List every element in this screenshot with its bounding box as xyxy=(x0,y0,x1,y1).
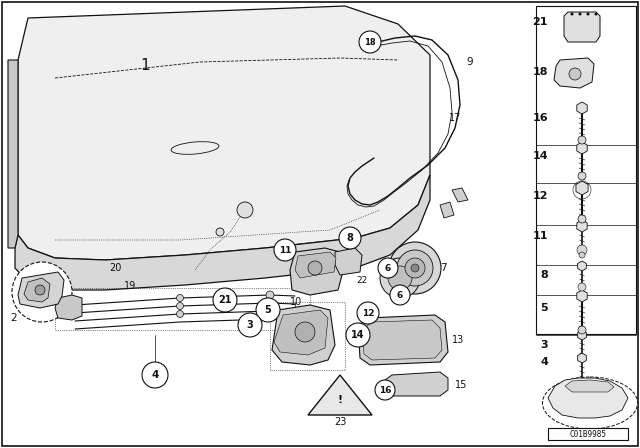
Circle shape xyxy=(339,227,361,249)
Circle shape xyxy=(578,215,586,223)
Text: 12: 12 xyxy=(362,309,374,318)
Circle shape xyxy=(295,322,315,342)
Text: 14: 14 xyxy=(532,151,548,161)
Polygon shape xyxy=(308,375,372,415)
Polygon shape xyxy=(15,175,430,290)
Text: 21: 21 xyxy=(218,295,232,305)
Circle shape xyxy=(389,242,441,294)
Circle shape xyxy=(380,258,420,298)
Circle shape xyxy=(142,362,168,388)
Circle shape xyxy=(579,252,585,258)
Polygon shape xyxy=(18,6,430,260)
Polygon shape xyxy=(272,305,335,365)
Text: 8: 8 xyxy=(540,270,548,280)
Polygon shape xyxy=(578,353,586,363)
Circle shape xyxy=(237,202,253,218)
Circle shape xyxy=(570,13,573,16)
Circle shape xyxy=(569,68,581,80)
Circle shape xyxy=(411,264,419,272)
Circle shape xyxy=(578,172,586,180)
Polygon shape xyxy=(577,290,587,302)
Polygon shape xyxy=(295,252,336,278)
Text: 22: 22 xyxy=(356,276,367,284)
Polygon shape xyxy=(8,60,18,248)
Circle shape xyxy=(238,313,262,337)
Polygon shape xyxy=(55,295,82,320)
Polygon shape xyxy=(290,248,342,295)
Text: 10: 10 xyxy=(290,297,302,307)
Polygon shape xyxy=(564,12,600,42)
Circle shape xyxy=(390,285,410,305)
Circle shape xyxy=(378,258,398,278)
Polygon shape xyxy=(385,372,448,396)
Polygon shape xyxy=(274,310,328,355)
Text: 20: 20 xyxy=(109,263,121,273)
Polygon shape xyxy=(565,380,614,392)
Text: 15: 15 xyxy=(455,380,467,390)
Circle shape xyxy=(177,310,184,318)
Circle shape xyxy=(388,266,412,290)
Text: 1: 1 xyxy=(140,57,150,73)
Polygon shape xyxy=(548,378,628,418)
Circle shape xyxy=(405,258,425,278)
Circle shape xyxy=(586,13,589,16)
Text: 5: 5 xyxy=(540,303,548,313)
Text: 16: 16 xyxy=(379,385,391,395)
Polygon shape xyxy=(554,58,594,88)
Text: 14: 14 xyxy=(351,330,365,340)
Text: 21: 21 xyxy=(532,17,548,27)
Polygon shape xyxy=(335,248,362,275)
Polygon shape xyxy=(452,188,468,202)
Circle shape xyxy=(12,262,72,322)
Circle shape xyxy=(256,298,280,322)
Text: 11: 11 xyxy=(532,231,548,241)
Text: 4: 4 xyxy=(151,370,159,380)
Circle shape xyxy=(266,307,274,315)
Circle shape xyxy=(266,299,274,307)
Text: !: ! xyxy=(337,395,342,405)
Circle shape xyxy=(577,245,587,255)
Polygon shape xyxy=(362,320,442,360)
Circle shape xyxy=(578,136,586,144)
Text: 8: 8 xyxy=(347,233,353,243)
Polygon shape xyxy=(24,278,50,302)
Polygon shape xyxy=(577,142,587,154)
Text: 18: 18 xyxy=(532,67,548,77)
Polygon shape xyxy=(18,272,64,308)
Circle shape xyxy=(359,31,381,53)
Circle shape xyxy=(274,239,296,261)
Text: 12: 12 xyxy=(532,191,548,201)
Circle shape xyxy=(266,291,274,299)
Circle shape xyxy=(35,285,45,295)
FancyBboxPatch shape xyxy=(548,428,628,440)
Circle shape xyxy=(397,250,433,286)
Circle shape xyxy=(595,13,598,16)
Polygon shape xyxy=(358,315,448,365)
Polygon shape xyxy=(578,330,586,340)
Circle shape xyxy=(177,294,184,302)
Text: 16: 16 xyxy=(532,113,548,123)
Text: 6: 6 xyxy=(397,290,403,300)
Circle shape xyxy=(213,288,237,312)
Text: 19: 19 xyxy=(124,281,136,291)
Polygon shape xyxy=(578,261,586,271)
Text: 7: 7 xyxy=(440,263,447,273)
Text: 6: 6 xyxy=(385,263,391,272)
Polygon shape xyxy=(577,220,587,232)
Text: 9: 9 xyxy=(467,57,474,67)
Text: 3: 3 xyxy=(540,340,548,350)
Text: 4: 4 xyxy=(540,357,548,367)
Text: 13: 13 xyxy=(452,335,464,345)
Circle shape xyxy=(308,261,322,275)
Text: 3: 3 xyxy=(246,320,253,330)
FancyBboxPatch shape xyxy=(536,6,636,334)
Circle shape xyxy=(578,326,586,334)
Circle shape xyxy=(578,283,586,291)
Circle shape xyxy=(177,302,184,310)
Ellipse shape xyxy=(543,377,637,429)
Text: 11: 11 xyxy=(279,246,291,254)
Polygon shape xyxy=(576,181,588,195)
Text: 17: 17 xyxy=(449,113,461,123)
Text: C01B9985: C01B9985 xyxy=(570,430,607,439)
